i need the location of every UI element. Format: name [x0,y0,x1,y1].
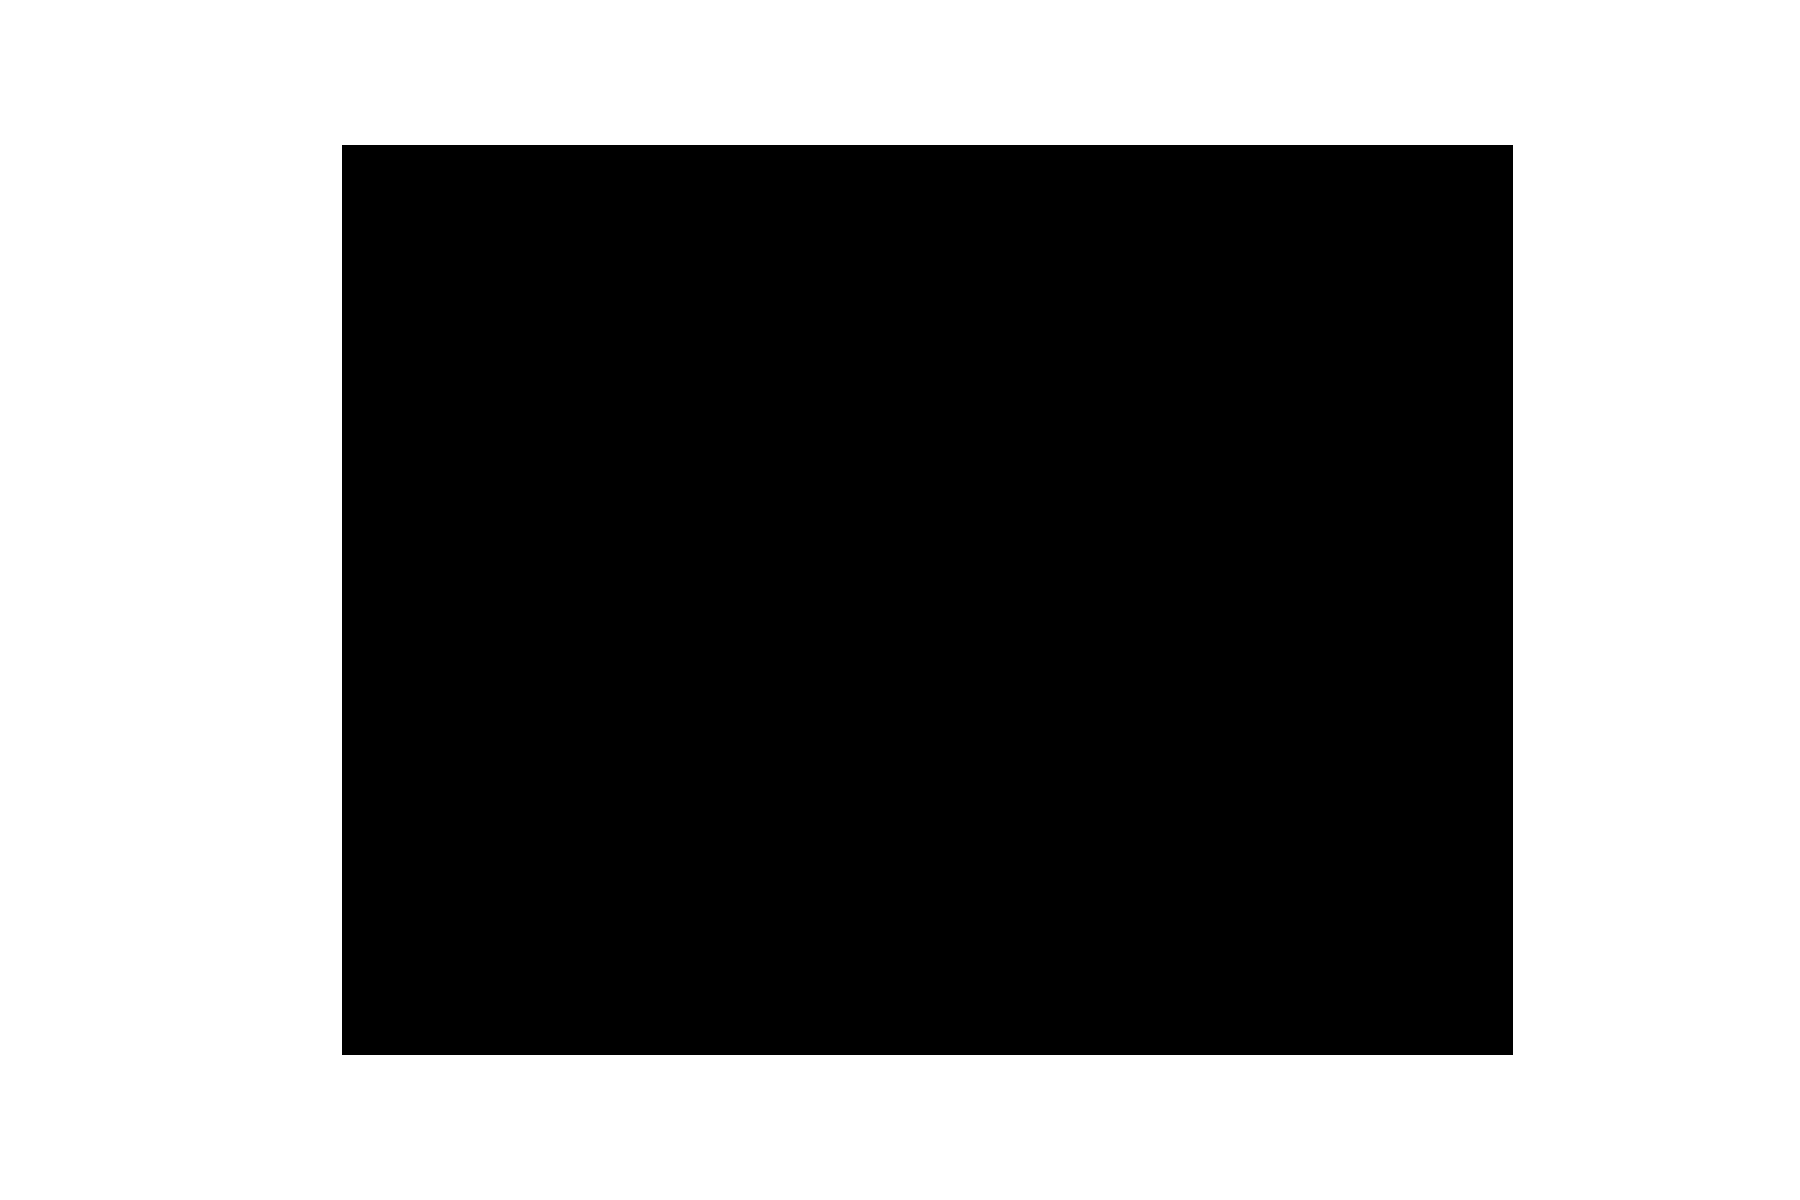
word-cloud-panel [342,145,1513,1055]
